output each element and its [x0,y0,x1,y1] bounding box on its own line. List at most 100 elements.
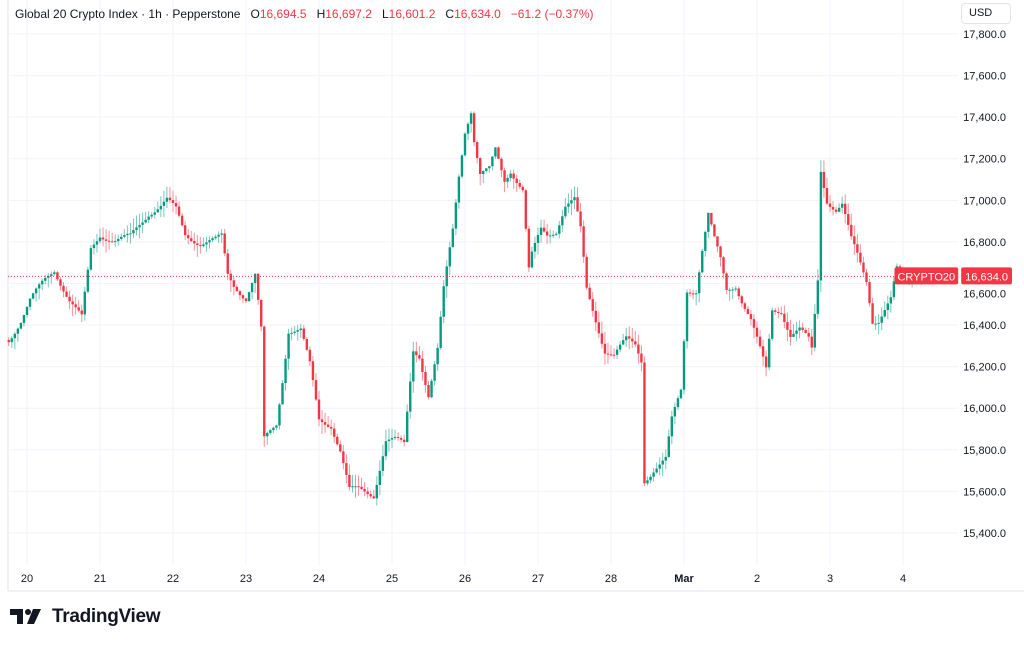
grid [7,0,1024,592]
candle-body [819,171,823,281]
currency-button[interactable]: USD [961,3,1011,24]
candle-body [65,291,68,297]
candle-body [691,293,695,295]
candle-body [771,310,774,339]
candle-body [764,356,768,368]
candle-body [828,203,832,207]
candle-body [393,436,397,439]
price-tick-label: 17,200.0 [963,154,1006,166]
candle-body [333,428,336,437]
candle-body [545,231,549,236]
candle-body [247,292,251,302]
candle-body [886,303,889,310]
candle-body [28,298,32,307]
candle-body [263,326,266,437]
last-price-tag: CRYPTO20 16,634.0 [894,267,1012,285]
time-axis[interactable]: 20 21 22 23 24 25 26 27 28 Mar 2 3 4 [21,573,906,585]
candle-body [80,310,83,315]
candle-body [354,486,357,488]
candle-body [664,456,667,461]
price-tick-label: 15,800.0 [963,445,1006,457]
candle-body [482,170,485,174]
candle-body [646,480,649,484]
tradingview-logo[interactable]: TradingView [10,606,161,628]
candle-body [372,496,375,499]
candle-body [640,353,643,363]
time-tick-label: Mar [674,573,694,585]
candle-body [655,468,658,473]
candle-body [834,209,838,212]
candle-body [165,197,169,202]
candle-body [275,425,278,428]
candle-body [387,439,391,442]
candle-body [813,313,816,348]
candle-body [144,219,147,223]
candle-body [153,212,156,215]
candle-body [177,206,181,216]
candle-body [114,241,117,243]
candle-body [439,316,442,348]
candle-body [634,341,637,345]
candle-body [591,299,594,311]
time-tick-label: 4 [900,573,906,585]
price-tick-label: 16,600.0 [963,288,1006,300]
candle-body [62,285,65,292]
candle-body [774,310,777,312]
price-tag-value: 16,634.0 [965,271,1008,283]
candle-body [126,233,129,236]
candle-body [755,327,759,337]
candle-body [7,340,10,343]
candle-body [825,188,829,204]
candle-body [494,147,497,157]
price-tag-symbol: CRYPTO20 [897,271,955,283]
candle-body [86,269,90,292]
time-tick-label: 2 [754,573,760,585]
candle-body [844,203,847,215]
candle-body [548,235,552,237]
candle-body [688,292,692,294]
candle-body [831,206,835,210]
candle-body [147,216,150,220]
candle-body [196,243,199,246]
high-label: H [316,7,326,21]
candle-body [749,314,753,320]
candle-body [34,288,38,294]
candle-body [162,201,166,206]
low-value: 16,601.2 [388,7,436,21]
candle-body [19,322,23,329]
candle-body [485,168,488,171]
candle-body [576,197,579,212]
candle-body [168,197,172,201]
candle-body [621,340,625,345]
price-tick-label: 17,000.0 [963,195,1006,207]
candle-body [503,170,506,182]
price-tick-label: 17,800.0 [963,29,1006,41]
candle-body [360,486,363,489]
candle-body [536,234,540,243]
candle-body [308,349,312,362]
candle-body [618,344,622,350]
candle-body [710,212,713,225]
candle-body [396,436,400,439]
candle-body [561,216,564,226]
candle-body [542,227,546,232]
tradingview-logo-icon [10,609,41,624]
candle-body [707,212,710,232]
candle-body [281,383,284,405]
candle-body [865,272,868,283]
candle-body [737,288,740,297]
candle-body [518,182,521,187]
candle-body [594,310,597,323]
candle-body [521,186,524,191]
candle-body [469,113,473,124]
candle-body [603,343,607,354]
candle-body [880,316,883,323]
candle-body [278,404,281,426]
time-tick-label: 25 [386,573,398,585]
candle-body [238,291,242,296]
candle-body [37,284,41,289]
candle-body [740,296,743,304]
candle-body [533,242,537,252]
price-axis[interactable]: 17,800.0 17,600.0 17,400.0 17,200.0 17,000.0… [963,29,1006,540]
